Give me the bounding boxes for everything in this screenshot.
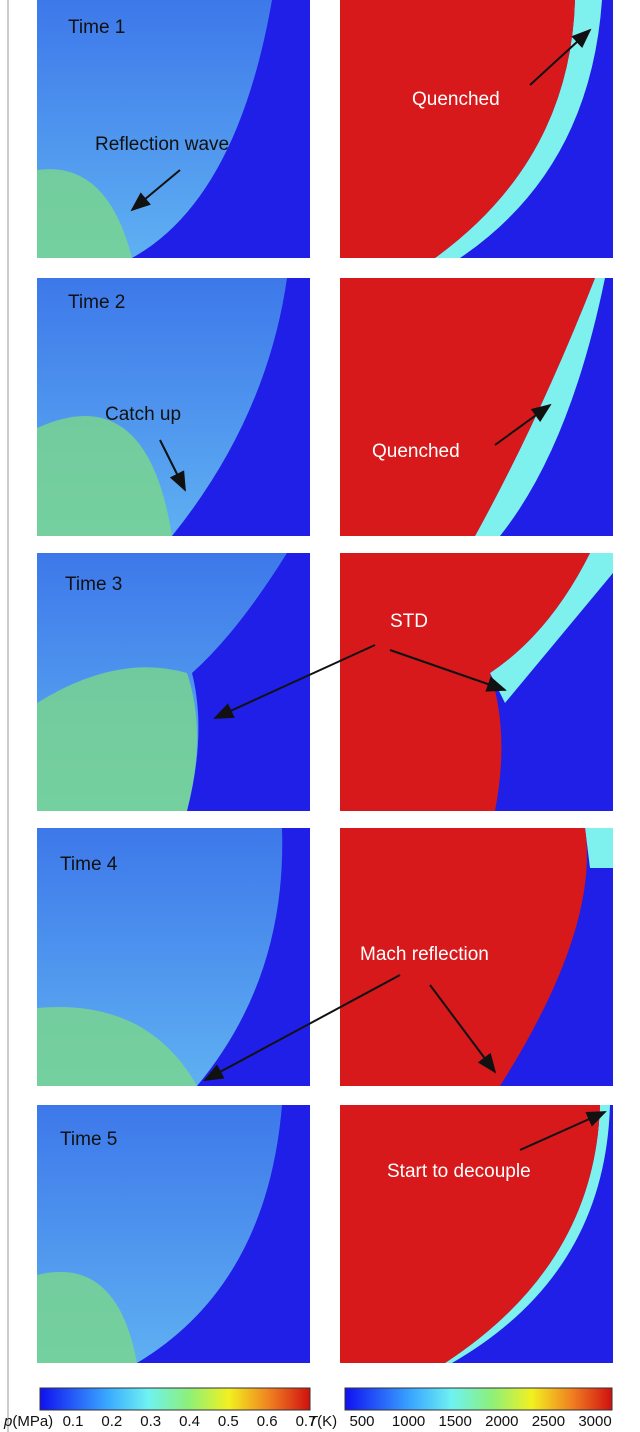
annotation: Mach reflection <box>360 944 489 965</box>
colorbar-tick-label: 0.5 <box>218 1413 239 1430</box>
symbol: p <box>3 1413 12 1430</box>
colorbar-tick-label: 2000 <box>485 1413 518 1430</box>
panels <box>37 0 613 1363</box>
colorbar-tick-label: 1500 <box>439 1413 472 1430</box>
colorbar-tick-label: 1000 <box>392 1413 425 1430</box>
annotation: Quenched <box>372 441 460 462</box>
colorbar <box>345 1388 612 1410</box>
time-label: Time 1 <box>68 17 125 38</box>
colorbar-title: p(MPa) <box>3 1413 53 1430</box>
time-label: Time 5 <box>60 1129 117 1150</box>
colorbar-tick-label: 0.2 <box>101 1413 122 1430</box>
colorbar-tick-label: 0.3 <box>140 1413 161 1430</box>
time-label: Time 4 <box>60 854 118 875</box>
colorbar-tick-label: 2500 <box>532 1413 565 1430</box>
colorbar-tick-label: 0.4 <box>179 1413 200 1430</box>
colorbar-tick-label: 0.6 <box>257 1413 278 1430</box>
annotation: Start to decouple <box>387 1161 531 1182</box>
annotation: STD <box>390 611 428 632</box>
pressure-panel <box>37 0 310 258</box>
time-label: Time 3 <box>65 574 122 595</box>
colorbar-tick-label: 3000 <box>578 1413 611 1430</box>
time-label: Time 2 <box>68 292 125 313</box>
temperature-panel <box>340 0 613 258</box>
annotation: Catch up <box>105 404 181 425</box>
temperature-panel <box>340 278 613 536</box>
colorbar-tick-label: 0.7 <box>296 1413 317 1430</box>
unit: (MPa) <box>12 1413 53 1430</box>
annotation: Quenched <box>412 89 500 110</box>
figure: Time 1 Time 2 Time 3 Time 4 Time 5 Refle… <box>0 0 640 1432</box>
temperature-panel <box>340 553 613 811</box>
unit: (K) <box>317 1413 337 1430</box>
colorbar <box>40 1388 310 1410</box>
annotation: Reflection wave <box>95 134 229 155</box>
colorbar-tick-label: 0.1 <box>63 1413 84 1430</box>
temperature-panel <box>340 1105 613 1363</box>
colorbar-tick-label: 500 <box>349 1413 374 1430</box>
